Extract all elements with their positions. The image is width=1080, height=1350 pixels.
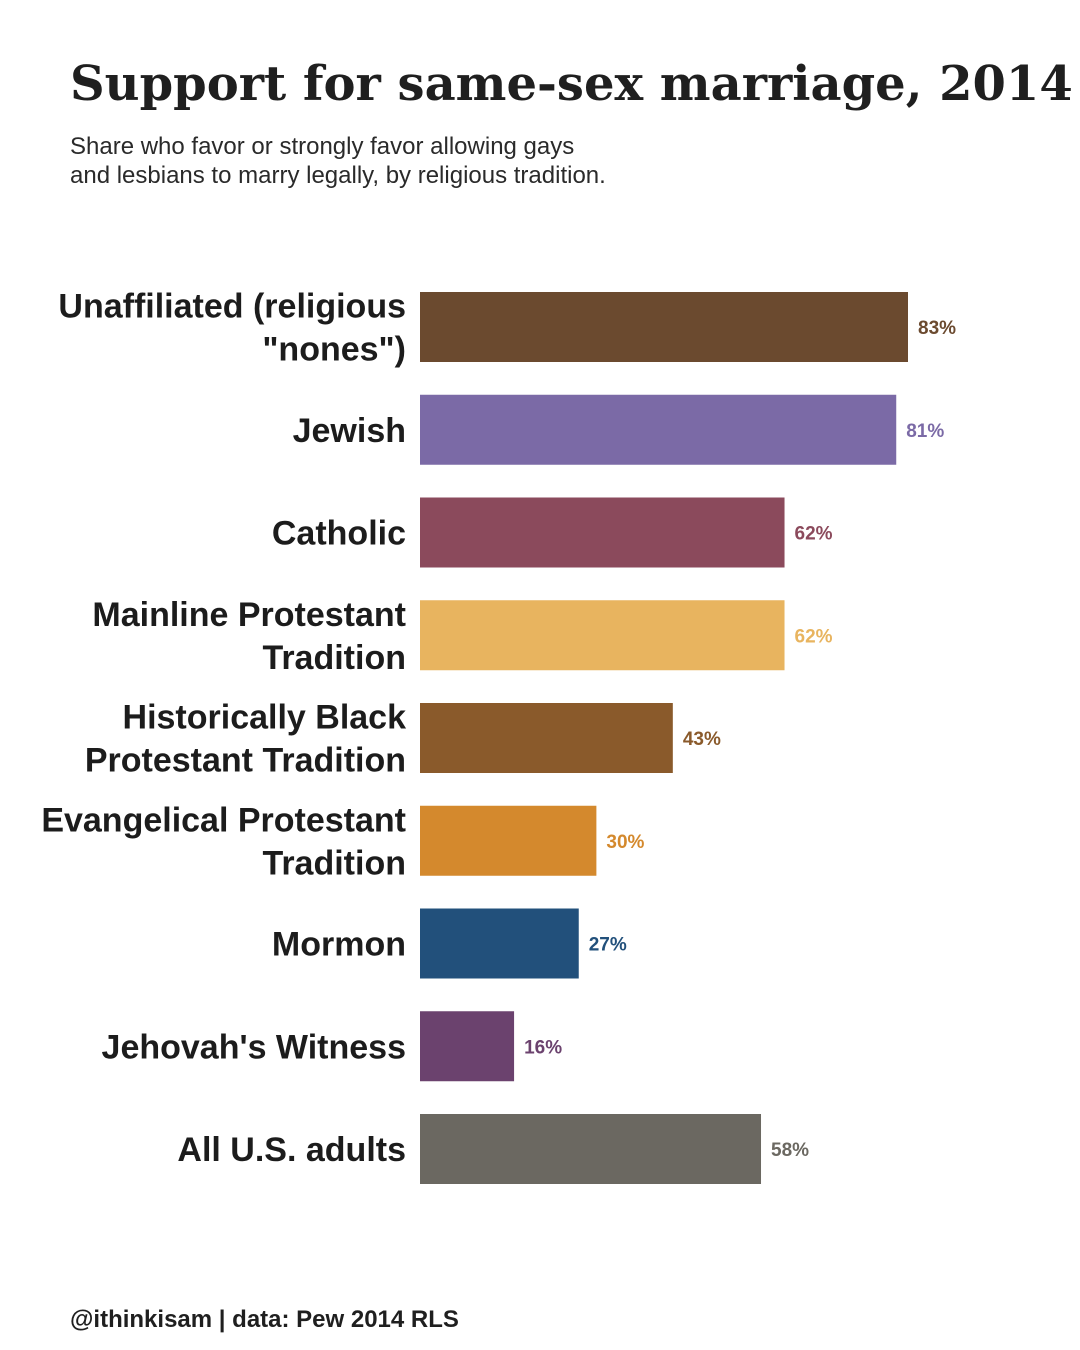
category-label-line: Mainline Protestant <box>92 596 406 634</box>
category-label-line: All U.S. adults <box>177 1131 406 1169</box>
category-label: Mormon <box>272 926 406 964</box>
chart-title: Support for same-sex marriage, 2014 <box>70 56 1073 112</box>
category-label-line: Protestant Tradition <box>85 742 406 780</box>
subtitle-line: Share who favor or strongly favor allowi… <box>70 133 575 160</box>
category-label-line: Historically Black <box>123 699 407 737</box>
category-label: Evangelical Protestant Tradition <box>41 801 406 882</box>
category-label: Jehovah's Witness <box>102 1028 406 1066</box>
bar <box>420 703 673 773</box>
value-label: 58% <box>771 1140 809 1161</box>
category-label-line: Tradition <box>262 844 406 882</box>
category-label-line: Catholic <box>272 515 406 553</box>
value-label: 43% <box>683 729 721 750</box>
category-label-line: Jehovah's Witness <box>102 1028 406 1066</box>
value-label: 30% <box>606 832 644 853</box>
category-label: Mainline Protestant Tradition <box>92 596 406 677</box>
value-label: 27% <box>589 935 627 956</box>
bar <box>420 600 785 671</box>
category-label-line: Tradition <box>262 639 406 677</box>
category-label: Unaffiliated (religious "nones") <box>58 288 406 369</box>
category-label: Jewish <box>293 412 406 450</box>
category-label-line: "nones") <box>262 331 406 369</box>
chart-caption: @ithinkisam | data: Pew 2014 RLS <box>70 1306 459 1333</box>
category-label-line: Unaffiliated (religious <box>58 288 406 326</box>
value-label: 81% <box>906 421 944 442</box>
bar <box>420 394 897 465</box>
value-label: 62% <box>795 626 833 647</box>
category-label-line: Mormon <box>272 926 406 964</box>
bar <box>420 1114 762 1184</box>
value-label: 16% <box>524 1037 562 1058</box>
chart-subtitle: Share who favor or strongly favor allowi… <box>70 132 630 190</box>
bar <box>420 292 908 362</box>
value-label: 83% <box>918 318 956 339</box>
subtitle-line: and lesbians to marry legally, by religi… <box>70 162 606 189</box>
bar <box>420 805 597 876</box>
category-label: Catholic <box>272 515 406 553</box>
bar-chart: Unaffiliated (religious "nones") 83% Jewish… <box>41 288 956 1184</box>
category-label-line: Evangelical Protestant <box>41 801 406 839</box>
value-label: 62% <box>795 524 833 545</box>
bar <box>420 497 785 568</box>
bar <box>420 908 579 979</box>
bar <box>420 1011 515 1082</box>
category-label-line: Jewish <box>293 412 406 450</box>
category-label: All U.S. adults <box>177 1131 406 1169</box>
category-label: Historically Black Protestant Tradition <box>85 699 406 780</box>
